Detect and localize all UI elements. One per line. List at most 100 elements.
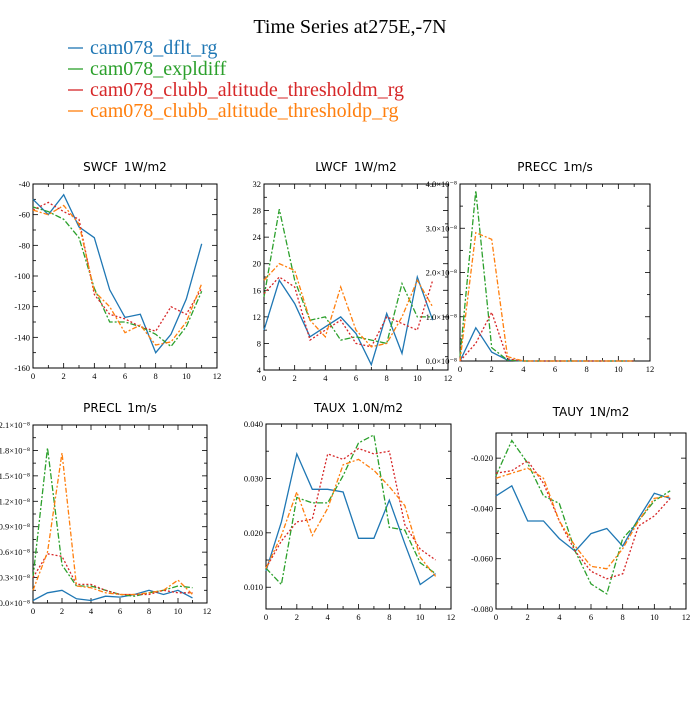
x-tick-label: 8: [585, 364, 589, 374]
x-tick-label: 12: [682, 612, 691, 622]
x-tick-label: 6: [589, 612, 593, 622]
y-tick-label: 3.0×10⁻⁸: [426, 223, 457, 233]
x-tick-label: 4: [521, 364, 526, 374]
x-tick-label: 4: [557, 612, 562, 622]
y-tick-label: -160: [14, 363, 30, 373]
y-tick-label: 1.5×10⁻⁸: [0, 471, 30, 481]
y-tick-label: -80: [19, 240, 30, 250]
series-line-cam078_clubb_altitude_thresholdp_rg: [265, 458, 437, 577]
y-tick-label: 0.6×10⁻⁸: [0, 547, 30, 557]
series-line-cam078_expldiff: [32, 206, 203, 348]
series-line-cam078_expldiff: [495, 439, 671, 595]
y-tick-label: 28: [253, 206, 262, 216]
legend-label: cam078_clubb_altitude_thresholdp_rg: [90, 100, 398, 122]
y-tick-label: 0.010: [244, 582, 263, 592]
plot-frame: [263, 183, 449, 371]
series-line-cam078_dflt_rg: [459, 326, 635, 362]
legend-label: cam078_clubb_altitude_thresholdm_rg: [90, 79, 404, 101]
series-line-cam078_clubb_altitude_thresholdm_rg: [459, 310, 635, 362]
x-tick-label: 10: [174, 606, 183, 616]
y-tick-label: 0.0×10⁻⁸: [426, 356, 457, 366]
y-tick-label: 24: [253, 232, 262, 242]
panel: TAUY 1N/m2 0 2 4 6 8 10 12 -0.080 -0.060 -0.040 -0.…: [471, 405, 690, 622]
plot-frame: [32, 424, 208, 604]
series-line-cam078_clubb_altitude_thresholdm_rg: [32, 201, 203, 332]
y-tick-label: -100: [14, 271, 30, 281]
y-tick-label: -0.020: [471, 453, 493, 463]
figure-title: Time Series at275E,-7N: [253, 16, 446, 38]
x-tick-label: 0: [262, 373, 266, 383]
y-tick-label: 0.040: [244, 419, 263, 429]
x-tick-label: 10: [182, 371, 191, 381]
x-tick-label: 6: [553, 364, 557, 374]
series-line-cam078_clubb_altitude_thresholdm_rg: [32, 553, 193, 596]
x-tick-label: 2: [490, 364, 494, 374]
x-tick-label: 6: [118, 606, 122, 616]
y-tick-label: 1.8×10⁻⁸: [0, 445, 30, 455]
y-tick-label: 2.1×10⁻⁸: [0, 420, 30, 430]
legend: cam078_dflt_rg cam078_expldiff cam078_cl…: [68, 37, 404, 122]
series-line-cam078_dflt_rg: [32, 193, 203, 354]
x-tick-label: 8: [387, 612, 391, 622]
x-tick-label: 2: [295, 612, 299, 622]
y-tick-label: -40: [19, 179, 30, 189]
y-tick-label: 0.0×10⁻⁸: [0, 598, 30, 608]
series-line-cam078_clubb_altitude_thresholdm_rg: [495, 459, 671, 580]
y-tick-label: 2.0×10⁻⁸: [426, 268, 457, 278]
y-tick-label: 8: [257, 338, 261, 348]
x-tick-label: 4: [89, 606, 94, 616]
x-tick-label: 10: [416, 612, 425, 622]
x-tick-label: 4: [92, 371, 97, 381]
y-tick-label: 32: [253, 179, 262, 189]
y-tick-label: 16: [253, 285, 262, 295]
series-line-cam078_clubb_altitude_thresholdp_rg: [263, 262, 434, 348]
y-tick-label: -140: [14, 332, 30, 342]
x-tick-label: 4: [326, 612, 331, 622]
panel: PRECC 1m/s 0 2 4 6 8 10 12 0.0×10⁻⁸ 1.0×10⁻⁸ 2.0×1…: [426, 160, 655, 374]
y-tick-label: 0.020: [244, 528, 263, 538]
series-line-cam078_clubb_altitude_thresholdm_rg: [265, 447, 436, 569]
plot-frame: [265, 423, 452, 610]
x-tick-label: 12: [646, 364, 655, 374]
y-tick-label: 4.0×10⁻⁸: [426, 179, 457, 189]
y-tick-label: -60: [19, 210, 30, 220]
y-tick-label: 0.030: [244, 473, 263, 483]
x-tick-label: 10: [413, 373, 422, 383]
series-line-cam078_clubb_altitude_thresholdm_rg: [263, 276, 434, 348]
panel-title: LWCF 1W/m2: [315, 160, 397, 174]
panel: TAUX 1.0N/m2 0 2 4 6 8 10 12 0.010 0.020 0.030 0.04…: [244, 401, 455, 622]
y-tick-label: -120: [14, 302, 30, 312]
y-tick-label: -0.080: [471, 604, 493, 614]
panel-title: PRECL 1m/s: [83, 401, 157, 415]
y-tick-label: 4: [257, 365, 262, 375]
x-tick-label: 6: [356, 612, 360, 622]
y-tick-label: 1.0×10⁻⁸: [426, 312, 457, 322]
x-tick-label: 8: [385, 373, 389, 383]
panel-title: PRECC 1m/s: [517, 160, 593, 174]
x-tick-label: 4: [323, 373, 328, 383]
y-tick-label: 12: [253, 312, 262, 322]
x-tick-label: 12: [444, 373, 453, 383]
plot-frame: [459, 183, 651, 362]
legend-label: cam078_expldiff: [90, 58, 227, 80]
y-tick-label: 20: [253, 259, 262, 269]
x-tick-label: 0: [31, 606, 35, 616]
series-line-cam078_expldiff: [263, 209, 433, 345]
y-tick-label: -0.040: [471, 503, 493, 513]
y-tick-label: -0.060: [471, 554, 493, 564]
series-line-cam078_dflt_rg: [263, 274, 434, 367]
x-tick-label: 0: [31, 371, 35, 381]
x-tick-label: 2: [60, 606, 64, 616]
x-tick-label: 6: [123, 371, 127, 381]
x-tick-label: 8: [621, 612, 625, 622]
panel-title: SWCF 1W/m2: [83, 160, 167, 174]
x-tick-label: 2: [526, 612, 530, 622]
series-line-cam078_clubb_altitude_thresholdp_rg: [32, 204, 203, 346]
legend-entry: cam078_dflt_rg: [68, 37, 217, 59]
panels: SWCF 1W/m20 2 4 6 8 10 12-160-140-120-100-80-6…: [0, 160, 690, 622]
y-tick-label: 1.2×10⁻⁸: [0, 496, 30, 506]
x-tick-label: 10: [614, 364, 623, 374]
panel: SWCF 1W/m2 0 2 4 6 8 10 12 -160 -140 -120 -100 -80 -6…: [14, 160, 221, 381]
legend-label: cam078_dflt_rg: [90, 37, 217, 59]
